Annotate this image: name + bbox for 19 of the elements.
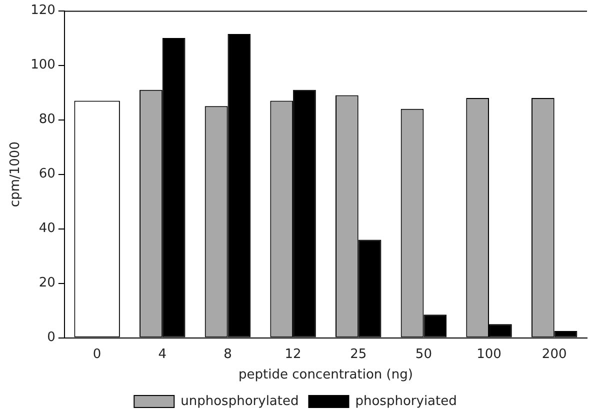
x-tick-label: 4 xyxy=(158,346,167,362)
x-tick-label: 200 xyxy=(542,346,567,362)
x-tick-label: 12 xyxy=(284,346,302,362)
x-tick-label: 0 xyxy=(92,346,102,362)
y-tick-label: 100 xyxy=(30,58,56,73)
y-tick-label: 60 xyxy=(38,166,56,182)
legend-label: phosphoryiated xyxy=(355,394,457,409)
x-tick-label: 100 xyxy=(476,346,502,362)
y-tick-label: 40 xyxy=(38,221,56,236)
y-tick-label: 80 xyxy=(38,112,56,128)
legend-label: unphosphorylated xyxy=(180,394,299,409)
y-axis-title: cpm/1000 xyxy=(8,142,24,208)
y-tick-label: 120 xyxy=(30,3,56,18)
x-tick-label: 25 xyxy=(350,346,367,362)
y-tick-label: 0 xyxy=(47,330,56,346)
x-tick-label: 8 xyxy=(224,346,232,362)
x-axis-title: peptide concentration (ng) xyxy=(238,368,413,383)
y-tick-label: 20 xyxy=(38,276,56,291)
x-tick-label: 50 xyxy=(415,346,432,362)
